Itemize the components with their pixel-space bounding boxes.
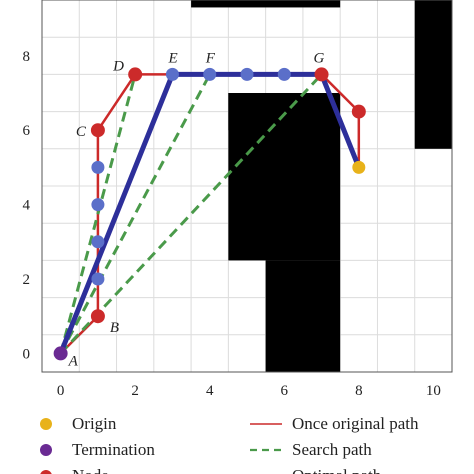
x-tick-label: 6 bbox=[281, 383, 289, 399]
search-path-line bbox=[59, 73, 212, 355]
y-tick-label: 2 bbox=[23, 272, 31, 288]
legend-swatch-dot bbox=[40, 418, 52, 430]
node-point-blue bbox=[277, 67, 291, 81]
node-point-blue bbox=[165, 67, 179, 81]
y-tick-label: 6 bbox=[23, 123, 31, 139]
point-label-a: A bbox=[68, 353, 79, 369]
legend: Origin Once original path Termination Searc… bbox=[40, 414, 419, 474]
point-label-b: B bbox=[110, 320, 119, 336]
legend-label: Termination bbox=[72, 440, 155, 459]
point-label-g: G bbox=[314, 50, 325, 66]
node-point-red bbox=[90, 123, 105, 138]
point-label-c: C bbox=[76, 124, 87, 140]
obstacle bbox=[228, 93, 266, 131]
node-point-blue bbox=[91, 272, 105, 286]
node-point-blue bbox=[91, 160, 105, 174]
x-tick-label: 4 bbox=[206, 383, 214, 399]
legend-label: Search path bbox=[292, 440, 372, 459]
obstacles bbox=[191, 0, 452, 372]
termination-point bbox=[53, 346, 68, 361]
node-point-blue bbox=[240, 67, 254, 81]
node-point-red bbox=[90, 309, 105, 324]
points-layer bbox=[53, 67, 366, 361]
x-tick-label: 0 bbox=[57, 383, 65, 399]
x-tick-label: 8 bbox=[355, 383, 363, 399]
node-point-blue bbox=[91, 235, 105, 249]
node-point-red bbox=[351, 104, 366, 119]
node-point-blue bbox=[203, 67, 217, 81]
node-point-red bbox=[128, 67, 143, 82]
search-path-line bbox=[59, 74, 137, 354]
legend-label: Origin bbox=[72, 414, 117, 433]
legend-swatch-dot bbox=[40, 470, 52, 474]
point-label-f: F bbox=[205, 50, 216, 66]
node-point-red bbox=[314, 67, 329, 82]
node-point-blue bbox=[91, 198, 105, 212]
x-tick-label: 10 bbox=[426, 383, 441, 399]
y-tick-label: 0 bbox=[23, 346, 31, 362]
obstacle bbox=[191, 0, 341, 8]
legend-label: Node bbox=[72, 466, 109, 474]
obstacle bbox=[414, 0, 452, 149]
legend-label: Optimal path bbox=[292, 466, 382, 474]
point-label-d: D bbox=[112, 58, 124, 74]
y-tick-label: 8 bbox=[23, 49, 31, 65]
obstacle bbox=[265, 260, 341, 372]
origin-point bbox=[352, 160, 366, 174]
tick-labels: 0 2 4 6 8 10 0 2 4 6 8 bbox=[23, 49, 441, 399]
plot-frame bbox=[41, 0, 453, 373]
point-labels: A B C D E F G bbox=[68, 50, 325, 369]
legend-swatch-dot bbox=[40, 444, 52, 456]
x-tick-label: 2 bbox=[131, 383, 139, 399]
y-tick-label: 4 bbox=[23, 198, 31, 214]
point-label-e: E bbox=[167, 50, 177, 66]
legend-label: Once original path bbox=[292, 414, 419, 433]
